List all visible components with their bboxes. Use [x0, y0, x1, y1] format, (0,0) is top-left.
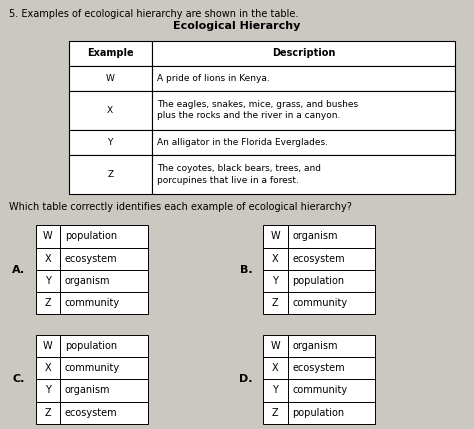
Text: X: X	[107, 106, 113, 115]
Bar	[69, 41, 152, 66]
Bar	[263, 270, 288, 292]
Bar	[288, 292, 375, 314]
Text: Z: Z	[272, 298, 279, 308]
Text: X: X	[272, 254, 279, 264]
Bar	[263, 357, 288, 379]
Bar	[288, 402, 375, 424]
Bar	[263, 335, 288, 357]
Text: W: W	[106, 74, 115, 82]
Text: Y: Y	[45, 276, 51, 286]
Bar	[152, 155, 455, 194]
Text: ecosystem: ecosystem	[292, 254, 345, 264]
Bar	[263, 248, 288, 270]
Text: community: community	[292, 298, 347, 308]
Bar	[288, 357, 375, 379]
Bar	[288, 379, 375, 402]
Text: organism: organism	[292, 341, 338, 351]
Text: ecosystem: ecosystem	[292, 363, 345, 373]
Text: W: W	[43, 341, 53, 351]
Bar	[263, 225, 288, 248]
Text: Y: Y	[45, 385, 51, 396]
Bar	[36, 335, 60, 357]
Text: W: W	[271, 231, 280, 242]
Bar	[69, 155, 152, 194]
Text: population: population	[292, 276, 345, 286]
Bar	[36, 379, 60, 402]
Bar	[152, 41, 455, 66]
Text: Z: Z	[45, 408, 51, 418]
Bar	[36, 248, 60, 270]
Text: organism: organism	[65, 276, 110, 286]
Text: organism: organism	[65, 385, 110, 396]
Text: Z: Z	[272, 408, 279, 418]
Bar	[60, 225, 148, 248]
Bar	[288, 248, 375, 270]
Bar	[152, 130, 455, 155]
Text: community: community	[292, 385, 347, 396]
Text: X: X	[45, 363, 51, 373]
Bar	[263, 402, 288, 424]
Text: An alligator in the Florida Everglades.: An alligator in the Florida Everglades.	[157, 138, 328, 147]
Bar	[152, 66, 455, 91]
Text: X: X	[45, 254, 51, 264]
Bar	[60, 292, 148, 314]
Text: ecosystem: ecosystem	[65, 254, 118, 264]
Text: Z: Z	[107, 170, 113, 179]
Bar	[263, 292, 288, 314]
Text: C.: C.	[13, 374, 25, 384]
Text: population: population	[65, 231, 117, 242]
Bar	[288, 270, 375, 292]
Text: The eagles, snakes, mice, grass, and bushes
plus the rocks and the river in a ca: The eagles, snakes, mice, grass, and bus…	[157, 100, 359, 121]
Text: organism: organism	[292, 231, 338, 242]
Bar	[60, 270, 148, 292]
Text: Ecological Hierarchy: Ecological Hierarchy	[173, 21, 301, 30]
Text: D.: D.	[239, 374, 253, 384]
Bar	[288, 225, 375, 248]
Text: Y: Y	[108, 138, 113, 147]
Bar	[36, 292, 60, 314]
Text: population: population	[65, 341, 117, 351]
Text: W: W	[43, 231, 53, 242]
Bar	[36, 357, 60, 379]
Text: ecosystem: ecosystem	[65, 408, 118, 418]
Text: Which table correctly identifies each example of ecological hierarchy?: Which table correctly identifies each ex…	[9, 202, 352, 212]
Bar	[152, 91, 455, 130]
Bar	[69, 130, 152, 155]
Text: Y: Y	[273, 385, 278, 396]
Text: A.: A.	[12, 265, 25, 275]
Text: X: X	[272, 363, 279, 373]
Bar	[60, 402, 148, 424]
Bar	[60, 335, 148, 357]
Bar	[60, 357, 148, 379]
Text: B.: B.	[240, 265, 253, 275]
Bar	[60, 379, 148, 402]
Text: Example: Example	[87, 48, 134, 58]
Bar	[288, 335, 375, 357]
Text: A pride of lions in Kenya.: A pride of lions in Kenya.	[157, 74, 270, 82]
Text: community: community	[65, 298, 120, 308]
Text: community: community	[65, 363, 120, 373]
Bar	[36, 270, 60, 292]
Text: Z: Z	[45, 298, 51, 308]
Bar	[263, 379, 288, 402]
Bar	[69, 91, 152, 130]
Text: population: population	[292, 408, 345, 418]
Text: 5. Examples of ecological hierarchy are shown in the table.: 5. Examples of ecological hierarchy are …	[9, 9, 299, 19]
Text: The coyotes, black bears, trees, and
porcupines that live in a forest.: The coyotes, black bears, trees, and por…	[157, 164, 321, 185]
Bar	[36, 225, 60, 248]
Text: W: W	[271, 341, 280, 351]
Text: Description: Description	[272, 48, 335, 58]
Text: Y: Y	[273, 276, 278, 286]
Bar	[60, 248, 148, 270]
Bar	[69, 66, 152, 91]
Bar	[36, 402, 60, 424]
